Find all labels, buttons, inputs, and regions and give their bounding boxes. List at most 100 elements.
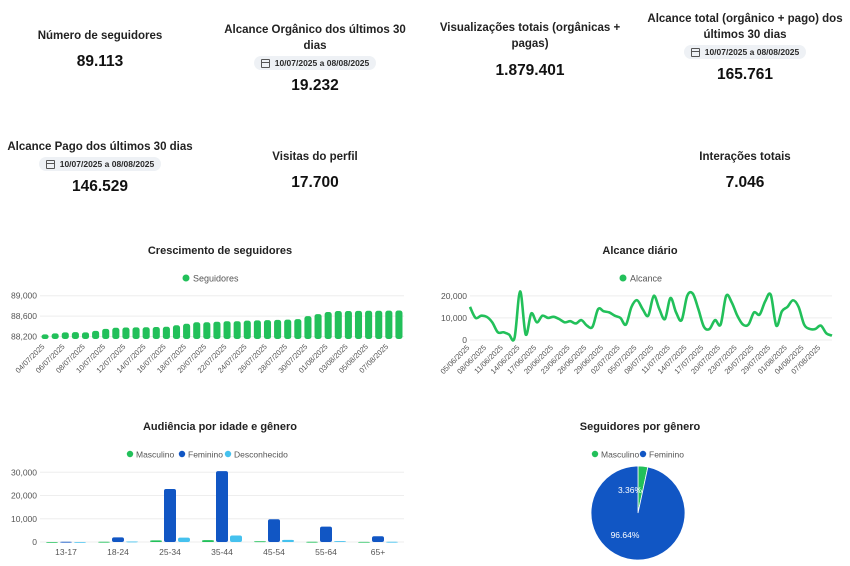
bar-08/08 [395, 310, 403, 339]
bar-05/07 [51, 333, 59, 339]
bar-13-17-feminino [60, 541, 72, 543]
bar-35-44-masculino [202, 540, 214, 542]
kpi-title: Alcance total (orgânico + pago) dos últi… [640, 11, 850, 43]
bar-09/07 [92, 330, 100, 339]
x-tick-label: 18-24 [107, 547, 129, 557]
y-tick-label: 30,000 [11, 467, 37, 477]
bar-65+-desconhecido [386, 541, 398, 543]
bar-45-54-feminino [268, 519, 280, 542]
bar-25/07 [253, 320, 261, 339]
bar-05/08 [365, 310, 373, 339]
legend-label-masculino: Masculino [136, 450, 175, 460]
bar-25-34-desconhecido [178, 537, 190, 542]
kpi-title-line: dias [303, 40, 327, 52]
followers-growth-chart: Seguidores88,20088,60089,00004/07/202506… [11, 274, 404, 375]
kpi-title: Visitas do perfil [272, 151, 358, 163]
legend-marker-masculino [126, 450, 134, 458]
bar-21/07 [213, 321, 221, 339]
bar-35-44-desconhecido [230, 535, 242, 542]
kpi-organic-reach: Alcance Orgânico dos últimos 30 dias 10/… [200, 22, 430, 95]
bar-30/07 [304, 316, 312, 339]
kpi-value: 19.232 [291, 76, 339, 94]
kpi-profile-visits: Visitas do perfil 17.700 [215, 149, 415, 192]
kpi-title: Visualizações totais (orgânicas + pagas) [420, 20, 640, 52]
bar-01/08 [324, 312, 332, 339]
bar-15/07 [152, 327, 160, 339]
kpi-paid-reach: Alcance Pago dos últimos 30 dias 10/07/2… [0, 139, 200, 196]
bar-14/07 [142, 327, 150, 339]
legend-marker-desconhecido [224, 450, 232, 458]
pie-label-masculino: 3.36% [618, 485, 643, 495]
legend-marker-alcance [619, 274, 627, 282]
bar-55-64-feminino [320, 526, 332, 542]
chart-title-daily-reach: Alcance diário [602, 245, 678, 257]
bar-18-24-desconhecido [126, 541, 138, 543]
bar-13/07 [132, 327, 140, 339]
bar-29/07 [294, 319, 302, 339]
y-tick-label: 88,600 [11, 311, 37, 321]
bar-03/08 [344, 311, 352, 339]
y-tick-label: 0 [32, 537, 37, 547]
bar-45-54-masculino [254, 541, 266, 543]
bar-18-24-feminino [112, 537, 124, 542]
bar-45-54-desconhecido [282, 539, 294, 542]
bar-18/07 [183, 323, 191, 339]
legend-label-feminino: Feminino [188, 450, 223, 460]
x-tick-label: 35-44 [211, 547, 233, 557]
legend-marker-feminino [178, 450, 186, 458]
bar-02/08 [334, 311, 342, 339]
bar-06/07 [61, 332, 69, 339]
legend-label-seguidores: Seguidores [193, 274, 239, 284]
date-range-badge: 10/07/2025 a 08/08/2025 [253, 56, 377, 70]
kpi-value: 165.761 [716, 65, 774, 83]
y-tick-label: 20,000 [441, 291, 467, 301]
bar-13-17-masculino [46, 542, 58, 543]
bar-16/07 [162, 326, 170, 339]
date-range-badge: 10/07/2025 a 08/08/2025 [683, 45, 807, 59]
chart-title-followers-growth: Crescimento de seguidores [147, 245, 293, 257]
date-range-text: 10/07/2025 a 08/08/2025 [59, 159, 155, 169]
daily-reach-chart: Alcance010,00020,00005/06/202508/06/2025… [439, 274, 833, 376]
bar-17/07 [172, 325, 181, 339]
audience-age-gender-chart: Masculino Feminino Desconhecido 0 10,000 20,0… [11, 450, 404, 557]
x-tick-label: 65+ [371, 547, 385, 557]
y-tick-label: 10,000 [441, 313, 467, 323]
chart-title-gender: Seguidores por gênero [579, 421, 701, 433]
kpi-value: 17.700 [291, 174, 339, 191]
bar-18-24-masculino [98, 541, 110, 543]
kpi-title-line: Visualizações totais (orgânicas + [439, 22, 621, 34]
bar-25-34-masculino [150, 540, 162, 542]
y-tick-label: 10,000 [11, 514, 37, 524]
bar-07/07 [71, 332, 79, 339]
legend-marker-masculino [591, 450, 599, 458]
kpi-title-line: pagas) [511, 38, 549, 50]
kpi-value: 1.879.401 [495, 62, 565, 79]
kpi-total-views: Visualizações totais (orgânicas + pagas)… [420, 20, 640, 80]
y-tick-label: 88,200 [11, 331, 37, 341]
bar-22/07 [223, 321, 231, 339]
y-tick-label: 0 [462, 335, 467, 345]
bar-31/07 [314, 314, 322, 339]
bar-65+-feminino [372, 536, 384, 542]
bar-26/07 [263, 320, 272, 339]
kpi-value: 89.113 [76, 53, 124, 70]
bar-07/08 [385, 310, 393, 339]
bar-24/07 [243, 320, 251, 339]
legend-marker-seguidores [182, 274, 190, 282]
calendar-icon [260, 58, 270, 68]
followers-gender-chart: Masculino Feminino 3.36% 96.64% [590, 450, 686, 561]
legend-marker-feminino [639, 450, 647, 458]
bar-08/07 [81, 332, 90, 339]
kpi-title: Número de seguidores [37, 30, 163, 42]
bar-04/08 [354, 310, 363, 339]
kpi-title: Interações totais [699, 151, 791, 163]
kpi-total-reach: Alcance total (orgânico + pago) dos últi… [640, 11, 850, 84]
bar-55-64-masculino [306, 541, 318, 543]
kpi-title: Alcance Orgânico dos últimos 30 dias [200, 22, 430, 54]
legend-label-feminino: Feminino [649, 450, 684, 460]
bar-27/07 [274, 319, 282, 339]
bar-35-44-feminino [216, 471, 228, 542]
x-tick-label: 25-34 [159, 547, 181, 557]
bar-25-34-feminino [164, 489, 176, 542]
chart-title-audience: Audiência por idade e gênero [142, 421, 298, 433]
